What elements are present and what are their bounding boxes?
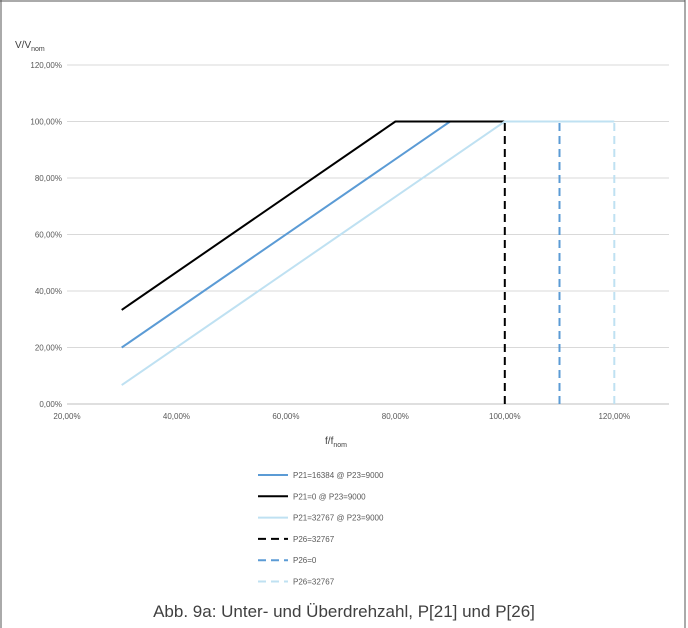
- legend-entry: P21=32767 @ P23=9000: [293, 514, 384, 523]
- y-tick-label: 40,00%: [35, 287, 62, 296]
- legend-entry: P21=0 @ P23=9000: [293, 492, 366, 501]
- legend-entry: P26=0: [293, 556, 317, 565]
- x-tick-label: 60,00%: [272, 412, 299, 421]
- x-axis-title: f/fnom: [325, 436, 347, 449]
- y-axis-title: V/Vnom: [15, 40, 45, 53]
- line-chart: 0,00% 20,00% 40,00% 60,00% 80,00% 100,00% 120,…: [15, 40, 669, 587]
- y-tick-label: 0,00%: [39, 400, 62, 409]
- y-tick-label: 20,00%: [35, 344, 62, 353]
- figure-caption: Abb. 9a: Unter- und Überdrehzahl, P[21] …: [153, 602, 535, 621]
- y-tick-label: 60,00%: [35, 231, 62, 240]
- x-tick-label: 120,00%: [598, 412, 630, 421]
- x-tick-label: 80,00%: [382, 412, 409, 421]
- x-tick-label: 20,00%: [53, 412, 80, 421]
- legend-entry: P21=16384 @ P23=9000: [293, 471, 384, 480]
- y-tick-label: 80,00%: [35, 174, 62, 183]
- legend-entry: P26=32767: [293, 535, 335, 544]
- x-tick-label: 40,00%: [163, 412, 190, 421]
- y-tick-label: 100,00%: [30, 118, 62, 127]
- y-tick-label: 120,00%: [30, 61, 62, 70]
- x-tick-label: 100,00%: [489, 412, 521, 421]
- legend-entry: P26=32767: [293, 578, 335, 587]
- series-line: [121, 120, 615, 386]
- series-line: [121, 120, 505, 311]
